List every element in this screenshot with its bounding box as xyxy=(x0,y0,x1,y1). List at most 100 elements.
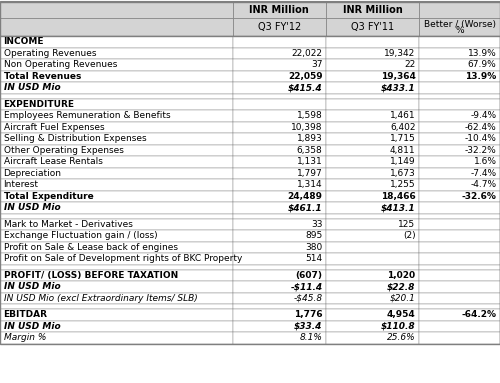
Text: $33.4: $33.4 xyxy=(294,322,322,331)
Bar xyxy=(232,179,326,190)
Bar xyxy=(0,121,232,133)
Bar xyxy=(326,293,419,304)
Text: $413.1: $413.1 xyxy=(381,203,416,212)
Bar xyxy=(232,98,326,110)
Bar xyxy=(326,242,419,253)
Bar xyxy=(232,156,326,167)
Bar xyxy=(326,36,419,47)
Bar xyxy=(232,281,326,293)
Bar xyxy=(0,265,232,270)
Bar xyxy=(0,2,232,18)
Bar xyxy=(326,304,419,309)
Bar xyxy=(326,47,419,59)
Bar xyxy=(419,304,500,309)
Text: Mark to Market - Derivatives: Mark to Market - Derivatives xyxy=(4,220,132,229)
Bar xyxy=(0,230,232,242)
Text: $20.1: $20.1 xyxy=(390,294,415,303)
Bar xyxy=(419,202,500,213)
Bar xyxy=(0,18,232,36)
Bar xyxy=(0,93,232,98)
Bar xyxy=(232,2,326,18)
Text: Aircraft Lease Rentals: Aircraft Lease Rentals xyxy=(4,157,102,166)
Bar xyxy=(419,156,500,167)
Text: 13.9%: 13.9% xyxy=(465,72,496,81)
Bar xyxy=(0,1,500,2)
Text: (607): (607) xyxy=(296,271,322,280)
Text: -9.4%: -9.4% xyxy=(470,111,496,120)
Text: 67.9%: 67.9% xyxy=(468,60,496,69)
Text: -4.7%: -4.7% xyxy=(470,180,496,189)
Text: Better / (Worse): Better / (Worse) xyxy=(424,20,496,29)
Bar xyxy=(326,110,419,121)
Text: 1,797: 1,797 xyxy=(297,169,322,178)
Text: $415.4: $415.4 xyxy=(288,83,322,92)
Text: -7.4%: -7.4% xyxy=(470,169,496,178)
Text: IN USD Mio (excl Extraordinary Items/ SLB): IN USD Mio (excl Extraordinary Items/ SL… xyxy=(4,294,197,303)
Text: 33: 33 xyxy=(311,220,322,229)
Text: INR Million: INR Million xyxy=(250,5,309,15)
Bar xyxy=(419,167,500,179)
Bar xyxy=(419,110,500,121)
Bar xyxy=(419,293,500,304)
Text: 19,342: 19,342 xyxy=(384,49,416,58)
Bar xyxy=(326,218,419,230)
Bar xyxy=(232,309,326,321)
Text: 25.6%: 25.6% xyxy=(387,333,416,342)
Bar xyxy=(326,309,419,321)
Bar xyxy=(0,156,232,167)
Text: Non Operating Revenues: Non Operating Revenues xyxy=(4,60,117,69)
Bar xyxy=(232,253,326,265)
Bar xyxy=(232,18,326,36)
Bar xyxy=(0,293,232,304)
Bar xyxy=(232,202,326,213)
Text: $461.1: $461.1 xyxy=(288,203,322,212)
Text: 8.1%: 8.1% xyxy=(300,333,322,342)
Text: 22,022: 22,022 xyxy=(292,49,322,58)
Bar xyxy=(419,218,500,230)
Bar xyxy=(326,144,419,156)
Bar xyxy=(0,332,232,344)
Bar xyxy=(232,230,326,242)
Text: 6,358: 6,358 xyxy=(297,146,322,155)
Bar xyxy=(326,18,419,36)
Bar xyxy=(0,144,232,156)
Text: 10,398: 10,398 xyxy=(291,123,322,132)
Text: 1,255: 1,255 xyxy=(390,180,415,189)
Text: Total Expenditure: Total Expenditure xyxy=(4,192,93,201)
Text: -$45.8: -$45.8 xyxy=(294,294,322,303)
Bar xyxy=(326,156,419,167)
Text: 1,149: 1,149 xyxy=(390,157,415,166)
Bar xyxy=(0,270,232,281)
Bar xyxy=(419,98,500,110)
Bar xyxy=(326,321,419,332)
Bar xyxy=(232,133,326,144)
Bar xyxy=(0,133,232,144)
Text: IN USD Mio: IN USD Mio xyxy=(4,83,60,92)
Bar xyxy=(0,281,232,293)
Bar xyxy=(326,281,419,293)
Text: 1,314: 1,314 xyxy=(297,180,322,189)
Bar xyxy=(419,213,500,218)
Text: 1,776: 1,776 xyxy=(294,310,322,319)
Text: 6,402: 6,402 xyxy=(390,123,415,132)
Text: Profit on Sale of Development rights of BKC Property: Profit on Sale of Development rights of … xyxy=(4,254,242,263)
Bar xyxy=(0,202,232,213)
Text: $22.8: $22.8 xyxy=(387,282,416,291)
Bar xyxy=(232,47,326,59)
Bar xyxy=(326,202,419,213)
Text: 895: 895 xyxy=(305,231,322,240)
Bar xyxy=(419,270,500,281)
Bar xyxy=(0,304,232,309)
Text: EXPENDITURE: EXPENDITURE xyxy=(4,100,74,109)
Text: Other Operating Expenses: Other Operating Expenses xyxy=(4,146,124,155)
Text: Q3 FY'11: Q3 FY'11 xyxy=(351,22,394,32)
Bar xyxy=(0,47,232,59)
Bar xyxy=(419,2,500,18)
Bar xyxy=(419,242,500,253)
Bar xyxy=(232,110,326,121)
Text: Profit on Sale & Lease back of engines: Profit on Sale & Lease back of engines xyxy=(4,243,178,252)
Bar xyxy=(0,36,232,47)
Bar xyxy=(232,82,326,93)
Text: Margin %: Margin % xyxy=(4,333,46,342)
Text: INR Million: INR Million xyxy=(342,5,402,15)
